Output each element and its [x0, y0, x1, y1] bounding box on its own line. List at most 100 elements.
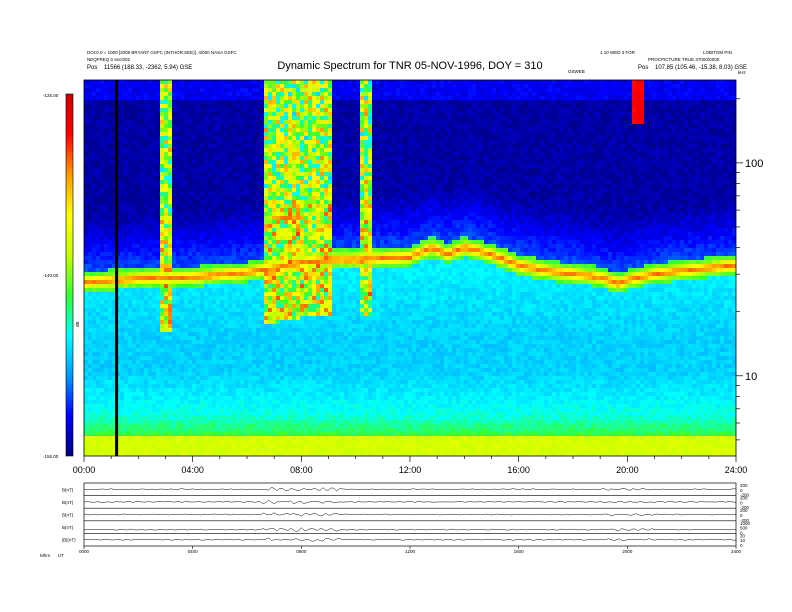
- heatmap-cell: [216, 356, 221, 361]
- heatmap-cell: [120, 356, 125, 361]
- heatmap-cell: [260, 248, 265, 253]
- heatmap-cell: [244, 288, 249, 293]
- heatmap-cell: [236, 304, 241, 309]
- heatmap-cell: [140, 424, 145, 429]
- heatmap-cell: [208, 296, 213, 301]
- heatmap-cell: [188, 172, 193, 177]
- heatmap-cell: [120, 236, 125, 241]
- heatmap-cell: [196, 228, 201, 233]
- heatmap-cell: [144, 356, 149, 361]
- heatmap-cell: [156, 384, 161, 389]
- heatmap-cell: [108, 380, 113, 385]
- heatmap-cell: [220, 380, 225, 385]
- heatmap-cell: [216, 268, 221, 273]
- heatmap-cell: [148, 244, 153, 249]
- heatmap-cell: [196, 192, 201, 197]
- heatmap-cell: [260, 184, 265, 189]
- heatmap-cell: [92, 152, 97, 157]
- heatmap-cell: [124, 400, 129, 405]
- heatmap-cell: [216, 384, 221, 389]
- heatmap-cell: [224, 276, 229, 281]
- heatmap-cell: [260, 352, 265, 357]
- heatmap-cell: [284, 192, 289, 197]
- heatmap-cell: [124, 224, 129, 229]
- heatmap-cell: [176, 276, 181, 281]
- heatmap-cell: [172, 308, 177, 313]
- heatmap-cell: [200, 304, 205, 309]
- heatmap-cell: [180, 364, 185, 369]
- heatmap-cell: [204, 360, 209, 365]
- heatmap-cell: [132, 112, 137, 117]
- heatmap-cell: [156, 436, 161, 441]
- heatmap-cell: [132, 228, 137, 233]
- heatmap-cell: [172, 424, 177, 429]
- heatmap-cell: [136, 176, 141, 181]
- heatmap-cell: [132, 440, 137, 445]
- heatmap-cell: [176, 220, 181, 225]
- heatmap-cell: [256, 304, 261, 309]
- heatmap-cell: [200, 276, 205, 281]
- heatmap-cell: [136, 336, 141, 341]
- heatmap-cell: [236, 364, 241, 369]
- heatmap-cell: [136, 196, 141, 201]
- heatmap-cell: [164, 380, 169, 385]
- heatmap-cell: [112, 404, 117, 409]
- heatmap-cell: [236, 440, 241, 445]
- heatmap-cell: [176, 436, 181, 441]
- heatmap-cell: [176, 144, 181, 149]
- heatmap-cell: [240, 408, 245, 413]
- heatmap-cell: [276, 368, 281, 373]
- heatmap-cell: [132, 340, 137, 345]
- heatmap-cell: [196, 108, 201, 113]
- heatmap-cell: [268, 300, 273, 305]
- heatmap-cell: [104, 288, 109, 293]
- heatmap-cell: [244, 256, 249, 261]
- heatmap-cell: [268, 252, 273, 257]
- heatmap-cell: [168, 320, 173, 325]
- heatmap-cell: [244, 164, 249, 169]
- heatmap-cell: [112, 324, 117, 329]
- heatmap-cell: [272, 396, 277, 401]
- heatmap-cell: [140, 316, 145, 321]
- heatmap-cell: [248, 128, 253, 133]
- heatmap-cell: [276, 440, 281, 445]
- heatmap-cell: [252, 116, 257, 121]
- heatmap-cell: [256, 240, 261, 245]
- heatmap-cell: [240, 168, 245, 173]
- heatmap-cell: [216, 176, 221, 181]
- heatmap-cell: [148, 396, 153, 401]
- heatmap-cell: [252, 152, 257, 157]
- heatmap-cell: [156, 132, 161, 137]
- spectrogram-heatmap: [84, 80, 736, 456]
- heatmap-column: [152, 80, 157, 456]
- heatmap-cell: [176, 216, 181, 221]
- heatmap-cell: [188, 436, 193, 441]
- heatmap-cell: [272, 152, 277, 157]
- heatmap-cell: [140, 272, 145, 277]
- heatmap-cell: [288, 404, 293, 409]
- heatmap-cell: [200, 320, 205, 325]
- heatmap-cell: [100, 160, 105, 165]
- heatmap-column: [288, 80, 293, 456]
- heatmap-cell: [104, 160, 109, 165]
- heatmap-cell: [280, 80, 285, 85]
- heatmap-cell: [128, 400, 133, 405]
- heatmap-cell: [152, 224, 157, 229]
- heatmap-cell: [104, 312, 109, 317]
- heatmap-cell: [216, 148, 221, 153]
- heatmap-cell: [264, 364, 269, 369]
- heatmap-cell: [228, 372, 233, 377]
- heatmap-cell: [264, 280, 269, 285]
- heatmap-cell: [164, 396, 169, 401]
- heatmap-cell: [272, 296, 277, 301]
- heatmap-cell: [268, 292, 273, 297]
- heatmap-cell: [216, 372, 221, 377]
- heatmap-cell: [220, 296, 225, 301]
- heatmap-cell: [84, 384, 89, 389]
- heatmap-cell: [100, 260, 105, 265]
- heatmap-cell: [140, 148, 145, 153]
- heatmap-cell: [124, 280, 129, 285]
- heatmap-cell: [152, 180, 157, 185]
- heatmap-cell: [116, 288, 121, 293]
- heatmap-cell: [120, 300, 125, 305]
